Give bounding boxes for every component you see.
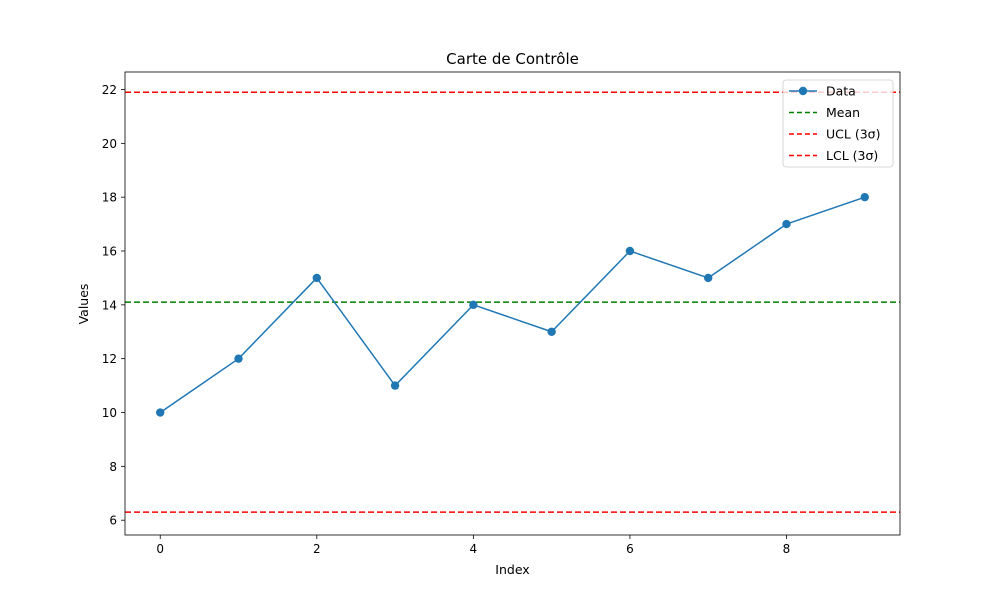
y-axis-title: Values (76, 284, 91, 325)
x-tick-label: 0 (156, 542, 164, 556)
data-point (234, 354, 243, 363)
data-point (782, 219, 791, 229)
data-point (547, 327, 556, 336)
x-tick-label: 4 (470, 542, 478, 556)
y-tick-label: 18 (102, 191, 117, 205)
data-point (156, 408, 165, 417)
legend: Data Mean UCL (3σ) LCL (3σ) (782, 79, 894, 168)
y-tick-label: 12 (102, 352, 117, 366)
legend-label: Data (826, 84, 856, 99)
y-tick-label: 14 (102, 298, 117, 312)
data-point (312, 273, 321, 283)
x-tick-label: 6 (626, 542, 634, 556)
data-point (704, 273, 713, 283)
chart-title: Carte de Contrôle (446, 50, 579, 68)
plot-area: 0 2 4 6 8 6 8 10 12 14 16 18 20 22 (102, 71, 901, 556)
x-tick-label: 8 (783, 542, 791, 556)
legend-label: LCL (3σ) (826, 148, 878, 163)
data-point (469, 300, 478, 310)
legend-label: Mean (826, 105, 860, 120)
legend-swatch-marker (798, 86, 808, 96)
y-tick-label: 8 (109, 460, 117, 474)
y-tick-label: 16 (102, 245, 117, 259)
data-series-line (159, 196, 866, 414)
y-tick-label: 20 (102, 137, 117, 151)
data-point (390, 381, 400, 390)
y-tick-label: 22 (102, 83, 117, 97)
x-tick-label: 2 (313, 542, 321, 556)
data-point (860, 192, 869, 202)
x-axis-title: Index (495, 562, 529, 577)
y-tick-label: 6 (109, 514, 117, 528)
y-tick-label: 10 (102, 406, 117, 420)
legend-box (782, 79, 894, 168)
legend-label: UCL (3σ) (826, 127, 880, 142)
axes-frame (124, 71, 901, 536)
data-point (625, 246, 635, 256)
plot-clipped-group (125, 91, 900, 513)
